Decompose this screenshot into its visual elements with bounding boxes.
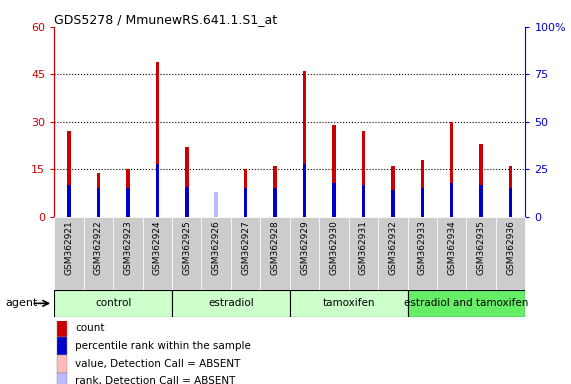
Text: value, Detection Call = ABSENT: value, Detection Call = ABSENT	[75, 359, 241, 369]
Text: GSM362933: GSM362933	[418, 220, 427, 275]
Bar	[361, 185, 365, 217]
Bar	[113, 217, 143, 290]
Bar	[126, 189, 130, 217]
Bar	[496, 217, 525, 290]
Bar	[185, 187, 188, 217]
Bar	[274, 166, 277, 217]
Bar	[202, 217, 231, 290]
Bar	[378, 217, 408, 290]
Bar	[408, 217, 437, 290]
Text: GSM362935: GSM362935	[477, 220, 486, 275]
Bar	[67, 185, 71, 217]
Bar	[244, 169, 247, 217]
Bar	[509, 189, 512, 217]
Bar	[215, 192, 218, 217]
Bar	[450, 122, 453, 217]
Bar	[172, 217, 202, 290]
Text: GSM362921: GSM362921	[65, 220, 74, 275]
Bar	[54, 217, 84, 290]
Bar	[332, 125, 336, 217]
Bar	[420, 160, 424, 217]
Text: agent: agent	[6, 298, 38, 308]
Text: GSM362924: GSM362924	[153, 220, 162, 275]
Bar	[391, 190, 395, 217]
Bar	[155, 164, 159, 217]
Bar	[84, 217, 113, 290]
Bar	[303, 71, 306, 217]
Text: GSM362934: GSM362934	[447, 220, 456, 275]
Bar	[57, 319, 67, 337]
Bar	[420, 189, 424, 217]
Text: GSM362927: GSM362927	[241, 220, 250, 275]
Bar	[57, 355, 67, 372]
Bar	[290, 290, 408, 317]
Text: GSM362931: GSM362931	[359, 220, 368, 275]
Bar	[244, 189, 247, 217]
Bar	[274, 189, 277, 217]
Bar	[303, 164, 306, 217]
Bar	[391, 166, 395, 217]
Text: GSM362936: GSM362936	[506, 220, 515, 275]
Bar	[54, 290, 172, 317]
Text: GDS5278 / MmunewRS.641.1.S1_at: GDS5278 / MmunewRS.641.1.S1_at	[54, 13, 278, 26]
Text: tamoxifen: tamoxifen	[323, 298, 375, 308]
Bar	[231, 217, 260, 290]
Text: GSM362923: GSM362923	[123, 220, 132, 275]
Bar	[290, 217, 319, 290]
Bar	[467, 217, 496, 290]
Text: estradiol: estradiol	[208, 298, 254, 308]
Bar	[172, 290, 290, 317]
Text: rank, Detection Call = ABSENT: rank, Detection Call = ABSENT	[75, 376, 236, 384]
Bar	[361, 131, 365, 217]
Bar	[437, 217, 467, 290]
Bar	[349, 217, 378, 290]
Text: GSM362928: GSM362928	[271, 220, 280, 275]
Bar	[408, 290, 525, 317]
Bar	[185, 147, 188, 217]
Text: GSM362922: GSM362922	[94, 220, 103, 275]
Bar	[57, 337, 67, 355]
Text: GSM362932: GSM362932	[388, 220, 397, 275]
Bar	[96, 173, 100, 217]
Bar	[332, 183, 336, 217]
Bar	[143, 217, 172, 290]
Bar	[260, 217, 289, 290]
Bar	[480, 185, 483, 217]
Bar	[215, 192, 218, 217]
Text: estradiol and tamoxifen: estradiol and tamoxifen	[404, 298, 529, 308]
Bar	[450, 183, 453, 217]
Bar	[155, 62, 159, 217]
Bar	[480, 144, 483, 217]
Text: control: control	[95, 298, 131, 308]
Bar	[57, 372, 67, 384]
Bar	[96, 189, 100, 217]
Text: GSM362929: GSM362929	[300, 220, 309, 275]
Bar	[319, 217, 349, 290]
Text: GSM362930: GSM362930	[329, 220, 339, 275]
Bar	[67, 131, 71, 217]
Bar	[509, 166, 512, 217]
Text: GSM362925: GSM362925	[182, 220, 191, 275]
Bar	[126, 169, 130, 217]
Text: GSM362926: GSM362926	[212, 220, 220, 275]
Text: count: count	[75, 323, 105, 333]
Text: percentile rank within the sample: percentile rank within the sample	[75, 341, 251, 351]
